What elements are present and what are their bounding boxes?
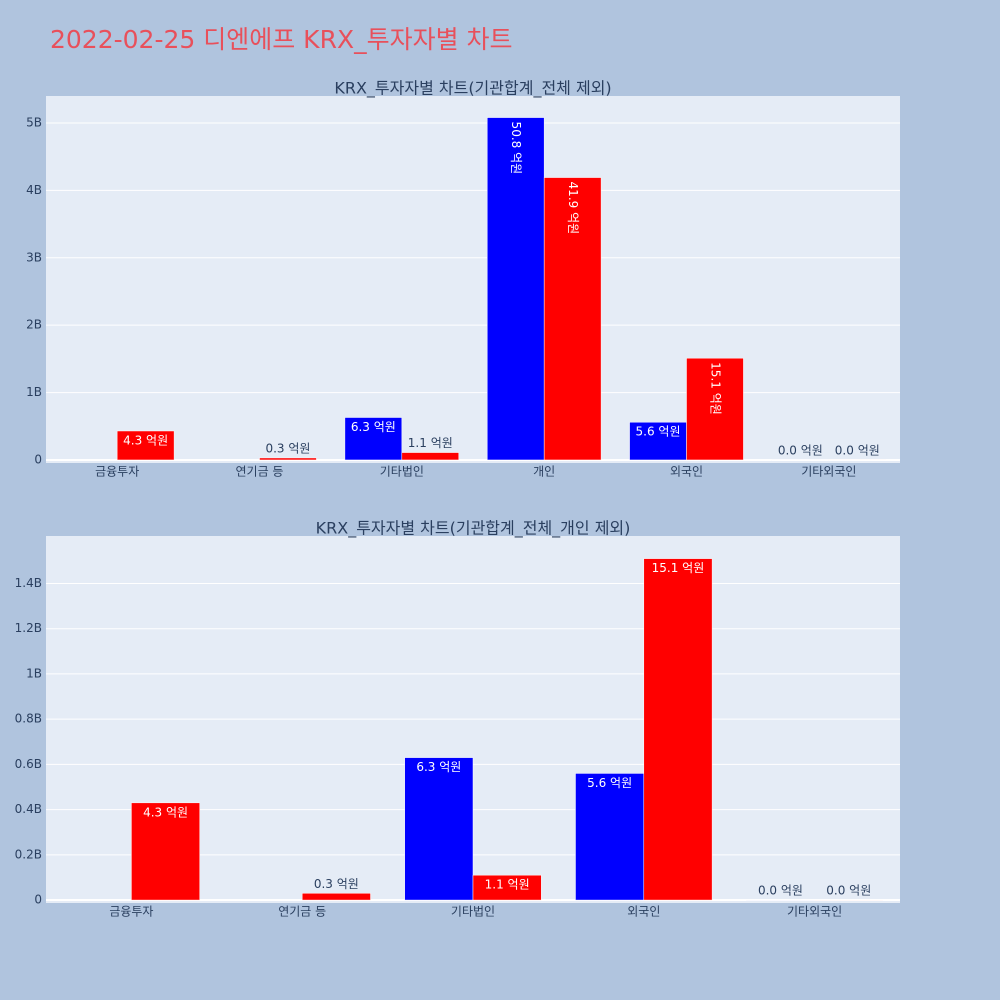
x-tick-label: 연기금 등 <box>236 465 284 479</box>
y-tick-label: 0.8B <box>15 712 42 726</box>
value-label: 0.0 억원 <box>835 443 880 457</box>
bar <box>259 457 317 461</box>
y-tick-label: 1.2B <box>15 621 42 635</box>
x-tick-label: 연기금 등 <box>278 905 326 919</box>
x-tick-label: 기타법인 <box>451 905 495 919</box>
value-label: 5.6 억원 <box>587 776 632 790</box>
bar <box>401 452 460 461</box>
value-label: 0.3 억원 <box>265 441 310 455</box>
bar <box>814 899 884 901</box>
value-label: 1.1 억원 <box>408 436 453 450</box>
chart-title: KRX_투자자별 차트(기관합계_전체_개인 제외) <box>316 519 631 539</box>
y-tick-label: 0 <box>34 893 42 907</box>
value-label: 41.9 억원 <box>566 182 580 235</box>
bar <box>575 773 645 901</box>
y-tick-label: 3B <box>26 250 42 264</box>
bar <box>486 117 545 461</box>
y-tick-label: 2B <box>26 318 42 332</box>
y-tick-label: 1.4B <box>15 576 42 590</box>
bar <box>131 802 200 901</box>
bar <box>116 430 175 461</box>
bar <box>828 459 887 461</box>
value-label: 4.3 억원 <box>123 433 168 447</box>
y-tick-label: 0 <box>34 452 42 466</box>
bar <box>301 893 371 901</box>
y-tick-label: 1B <box>26 385 42 399</box>
value-label: 50.8 억원 <box>509 122 523 175</box>
y-tick-label: 1B <box>26 666 42 680</box>
y-tick-label: 0.2B <box>15 847 42 861</box>
value-label: 15.1 억원 <box>708 362 722 415</box>
value-label: 6.3 억원 <box>351 420 396 434</box>
value-label: 4.3 억원 <box>143 805 188 819</box>
y-tick-label: 5B <box>26 115 42 129</box>
x-tick-label: 기타외국인 <box>801 465 856 479</box>
y-tick-label: 4B <box>26 183 42 197</box>
x-tick-label: 외국인 <box>627 905 660 919</box>
plot-area <box>46 96 900 463</box>
value-label: 5.6 억원 <box>636 425 681 439</box>
x-tick-label: 기타법인 <box>380 465 424 479</box>
x-tick-label: 금융투자 <box>95 465 139 479</box>
bar <box>629 421 687 461</box>
x-tick-label: 기타외국인 <box>787 905 842 919</box>
value-label: 15.1 억원 <box>652 561 705 575</box>
x-tick-label: 외국인 <box>670 465 703 479</box>
bar <box>771 459 830 461</box>
x-tick-label: 금융투자 <box>109 905 153 919</box>
value-label: 0.3 억원 <box>314 877 359 891</box>
value-label: 0.0 억원 <box>758 884 803 898</box>
value-label: 0.0 억원 <box>778 443 823 457</box>
bar <box>643 558 713 901</box>
y-tick-label: 0.4B <box>15 802 42 816</box>
bar <box>404 757 474 901</box>
value-label: 0.0 억원 <box>826 884 871 898</box>
y-tick-label: 0.6B <box>15 757 42 771</box>
value-label: 6.3 억원 <box>416 760 461 774</box>
bar <box>746 899 815 901</box>
chart-title: KRX_투자자별 차트(기관합계_전체 제외) <box>334 79 611 99</box>
bar <box>543 177 602 461</box>
x-tick-label: 개인 <box>533 465 555 479</box>
page-title: 2022-02-25 디엔에프 KRX_투자자별 차트 <box>50 25 513 54</box>
value-label: 1.1 억원 <box>485 878 530 892</box>
bar <box>344 417 403 461</box>
bar <box>472 874 542 901</box>
bar <box>686 357 744 461</box>
